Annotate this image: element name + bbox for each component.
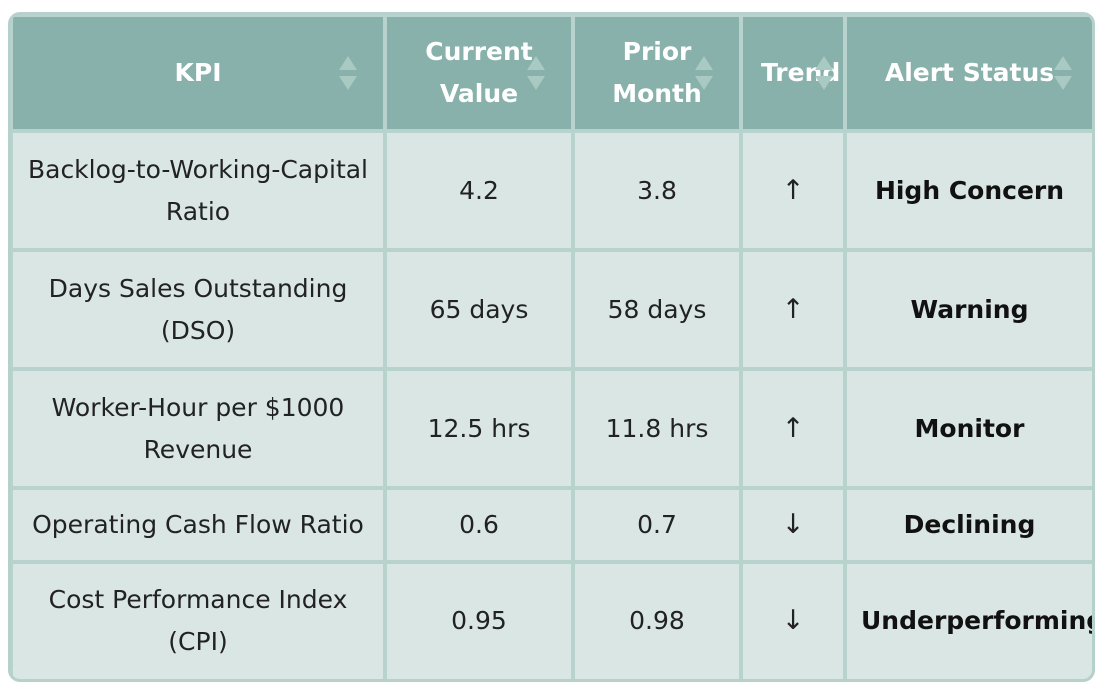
column-header-label: Alert Status [884, 58, 1055, 87]
current-value-cell: 65 days [387, 252, 571, 368]
alert-status-cell: High Concern [847, 133, 1092, 249]
table-row: Days Sales Outstanding (DSO) 65 days 58 … [13, 252, 1092, 368]
current-value-cell: 12.5 hrs [387, 371, 571, 487]
column-header-label: Current Value [425, 37, 533, 108]
trend-down-icon: ↓ [743, 490, 843, 560]
table-row: Worker-Hour per $1000 Revenue 12.5 hrs 1… [13, 371, 1092, 487]
kpi-cell: Days Sales Outstanding (DSO) [13, 252, 383, 368]
column-header-label: Prior Month [612, 37, 702, 108]
kpi-cell: Backlog-to-Working-Capital Ratio [13, 133, 383, 249]
trend-up-icon: ↑ [743, 133, 843, 249]
trend-up-icon: ↑ [743, 252, 843, 368]
alert-status-cell: Underperforming [847, 563, 1092, 679]
table-row: Cost Performance Index (CPI) 0.95 0.98 ↓… [13, 563, 1092, 679]
prior-month-cell: 3.8 [575, 133, 739, 249]
trend-down-icon: ↓ [743, 563, 843, 679]
current-value-cell: 4.2 [387, 133, 571, 249]
prior-month-cell: 0.7 [575, 490, 739, 560]
alert-status-cell: Declining [847, 490, 1092, 560]
kpi-cell: Worker-Hour per $1000 Revenue [13, 371, 383, 487]
column-header-prior-month[interactable]: Prior Month [575, 17, 739, 129]
sort-icon[interactable] [527, 56, 545, 90]
sort-icon[interactable] [695, 56, 713, 90]
sort-icon[interactable] [815, 56, 833, 90]
alert-status-cell: Warning [847, 252, 1092, 368]
prior-month-cell: 0.98 [575, 563, 739, 679]
header-row: KPI Current Value Prior Month Trend Aler… [13, 17, 1092, 129]
column-header-label: KPI [174, 58, 222, 87]
column-header-current-value[interactable]: Current Value [387, 17, 571, 129]
trend-up-icon: ↑ [743, 371, 843, 487]
column-header-alert-status[interactable]: Alert Status [847, 17, 1092, 129]
kpi-cell: Cost Performance Index (CPI) [13, 563, 383, 679]
current-value-cell: 0.95 [387, 563, 571, 679]
sort-icon[interactable] [1054, 56, 1072, 90]
column-header-trend[interactable]: Trend [743, 17, 843, 129]
kpi-table-frame: KPI Current Value Prior Month Trend Aler… [8, 12, 1095, 682]
prior-month-cell: 58 days [575, 252, 739, 368]
alert-status-cell: Monitor [847, 371, 1092, 487]
current-value-cell: 0.6 [387, 490, 571, 560]
kpi-table: KPI Current Value Prior Month Trend Aler… [11, 15, 1092, 679]
table-row: Backlog-to-Working-Capital Ratio 4.2 3.8… [13, 133, 1092, 249]
kpi-cell: Operating Cash Flow Ratio [13, 490, 383, 560]
table-row: Operating Cash Flow Ratio 0.6 0.7 ↓ Decl… [13, 490, 1092, 560]
column-header-kpi[interactable]: KPI [13, 17, 383, 129]
prior-month-cell: 11.8 hrs [575, 371, 739, 487]
sort-icon[interactable] [339, 56, 357, 90]
